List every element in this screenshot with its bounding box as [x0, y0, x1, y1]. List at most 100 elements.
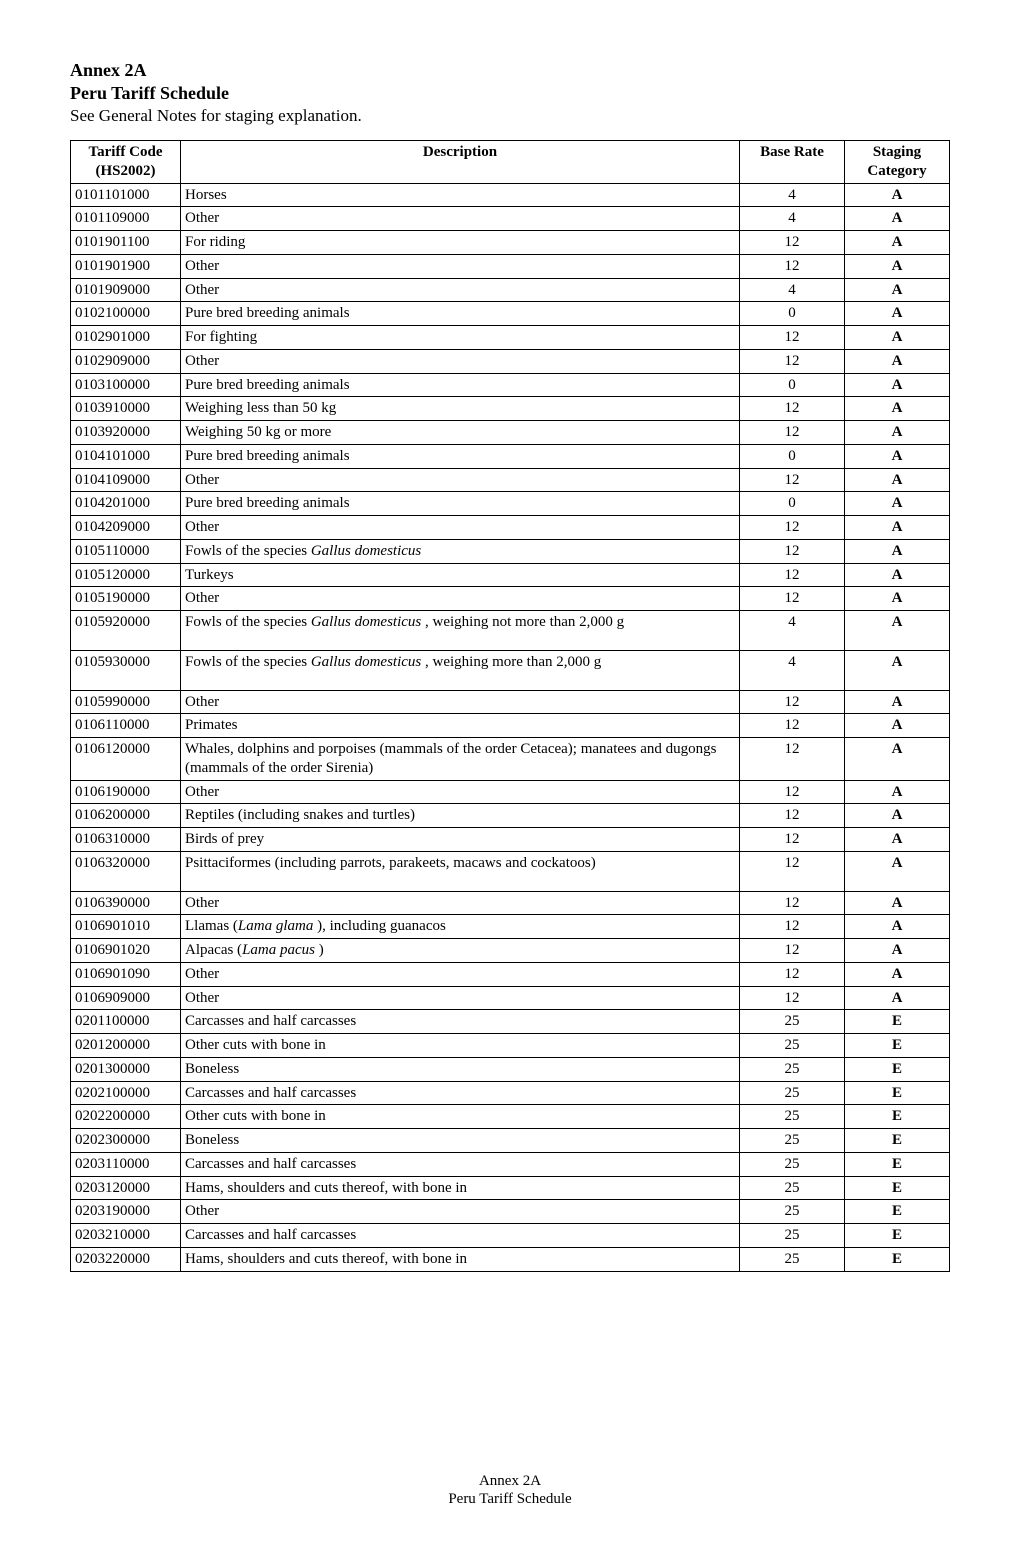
cell-code: 0102901000 — [71, 326, 181, 350]
cell-category: E — [845, 1034, 950, 1058]
cell-description: Psittaciformes (including parrots, parak… — [181, 851, 740, 891]
page-footer: Annex 2A Peru Tariff Schedule — [70, 1472, 950, 1508]
cell-description: Fowls of the species Gallus domesticus ,… — [181, 611, 740, 651]
cell-code: 0106110000 — [71, 714, 181, 738]
cell-category: A — [845, 939, 950, 963]
cell-rate: 12 — [740, 563, 845, 587]
cell-code: 0106120000 — [71, 738, 181, 781]
cell-code: 0106200000 — [71, 804, 181, 828]
cell-category: A — [845, 326, 950, 350]
cell-code: 0202200000 — [71, 1105, 181, 1129]
cell-code: 0101901900 — [71, 254, 181, 278]
cell-rate: 25 — [740, 1224, 845, 1248]
table-row: 0202200000Other cuts with bone in25E — [71, 1105, 950, 1129]
cell-rate: 4 — [740, 650, 845, 690]
cell-rate: 12 — [740, 516, 845, 540]
cell-rate: 12 — [740, 780, 845, 804]
table-row: 0102909000Other12A — [71, 349, 950, 373]
cell-category: E — [845, 1105, 950, 1129]
annex-title: Annex 2A — [70, 60, 950, 81]
cell-description: Other — [181, 254, 740, 278]
table-row: 0104209000Other12A — [71, 516, 950, 540]
cell-rate: 12 — [740, 421, 845, 445]
cell-category: E — [845, 1129, 950, 1153]
cell-category: A — [845, 804, 950, 828]
cell-description: Horses — [181, 183, 740, 207]
table-row: 0106901010Llamas (Lama glama ), includin… — [71, 915, 950, 939]
cell-code: 0103100000 — [71, 373, 181, 397]
cell-rate: 0 — [740, 373, 845, 397]
cell-description: For fighting — [181, 326, 740, 350]
cell-description: Carcasses and half carcasses — [181, 1010, 740, 1034]
cell-description: Primates — [181, 714, 740, 738]
table-row: 0201300000Boneless25E — [71, 1057, 950, 1081]
cell-code: 0202100000 — [71, 1081, 181, 1105]
cell-rate: 12 — [740, 587, 845, 611]
table-row: 0105110000Fowls of the species Gallus do… — [71, 539, 950, 563]
cell-description: Turkeys — [181, 563, 740, 587]
table-row: 0201200000Other cuts with bone in25E — [71, 1034, 950, 1058]
cell-category: E — [845, 1224, 950, 1248]
cell-category: A — [845, 714, 950, 738]
cell-category: A — [845, 231, 950, 255]
cell-rate: 12 — [740, 326, 845, 350]
cell-code: 0106901020 — [71, 939, 181, 963]
cell-category: A — [845, 373, 950, 397]
cell-category: A — [845, 650, 950, 690]
cell-code: 0105120000 — [71, 563, 181, 587]
cell-rate: 4 — [740, 611, 845, 651]
cell-rate: 25 — [740, 1129, 845, 1153]
table-row: 0202100000Carcasses and half carcasses25… — [71, 1081, 950, 1105]
cell-code: 0105110000 — [71, 539, 181, 563]
cell-rate: 12 — [740, 891, 845, 915]
cell-description: Other — [181, 516, 740, 540]
cell-code: 0104101000 — [71, 444, 181, 468]
cell-category: A — [845, 690, 950, 714]
cell-category: A — [845, 468, 950, 492]
cell-description: Weighing 50 kg or more — [181, 421, 740, 445]
cell-description: Birds of prey — [181, 828, 740, 852]
cell-code: 0106390000 — [71, 891, 181, 915]
cell-code: 0106320000 — [71, 851, 181, 891]
table-row: 0105190000Other12A — [71, 587, 950, 611]
cell-rate: 25 — [740, 1200, 845, 1224]
cell-category: A — [845, 349, 950, 373]
footer-schedule: Peru Tariff Schedule — [70, 1490, 950, 1508]
cell-category: E — [845, 1057, 950, 1081]
cell-rate: 12 — [740, 468, 845, 492]
cell-category: A — [845, 183, 950, 207]
cell-category: A — [845, 915, 950, 939]
cell-description: For riding — [181, 231, 740, 255]
table-row: 0106200000Reptiles (including snakes and… — [71, 804, 950, 828]
cell-rate: 12 — [740, 254, 845, 278]
cell-category: E — [845, 1010, 950, 1034]
cell-description: Other — [181, 891, 740, 915]
cell-description: Carcasses and half carcasses — [181, 1224, 740, 1248]
cell-description: Carcasses and half carcasses — [181, 1152, 740, 1176]
cell-code: 0201100000 — [71, 1010, 181, 1034]
cell-rate: 4 — [740, 207, 845, 231]
cell-code: 0101901100 — [71, 231, 181, 255]
table-row: 0106390000Other12A — [71, 891, 950, 915]
cell-code: 0103910000 — [71, 397, 181, 421]
cell-category: A — [845, 516, 950, 540]
table-row: 0203110000Carcasses and half carcasses25… — [71, 1152, 950, 1176]
cell-category: A — [845, 421, 950, 445]
cell-rate: 25 — [740, 1105, 845, 1129]
cell-rate: 12 — [740, 738, 845, 781]
cell-description: Boneless — [181, 1057, 740, 1081]
cell-category: A — [845, 492, 950, 516]
table-row: 0101901100For riding12A — [71, 231, 950, 255]
cell-description: Carcasses and half carcasses — [181, 1081, 740, 1105]
col-tariff-code: Tariff Code (HS2002) — [71, 141, 181, 184]
table-row: 0103100000Pure bred breeding animals0A — [71, 373, 950, 397]
cell-rate: 0 — [740, 492, 845, 516]
cell-code: 0105930000 — [71, 650, 181, 690]
cell-code: 0106190000 — [71, 780, 181, 804]
cell-code: 0203120000 — [71, 1176, 181, 1200]
cell-description: Pure bred breeding animals — [181, 373, 740, 397]
cell-rate: 12 — [740, 939, 845, 963]
cell-code: 0102909000 — [71, 349, 181, 373]
cell-rate: 25 — [740, 1010, 845, 1034]
cell-category: E — [845, 1176, 950, 1200]
